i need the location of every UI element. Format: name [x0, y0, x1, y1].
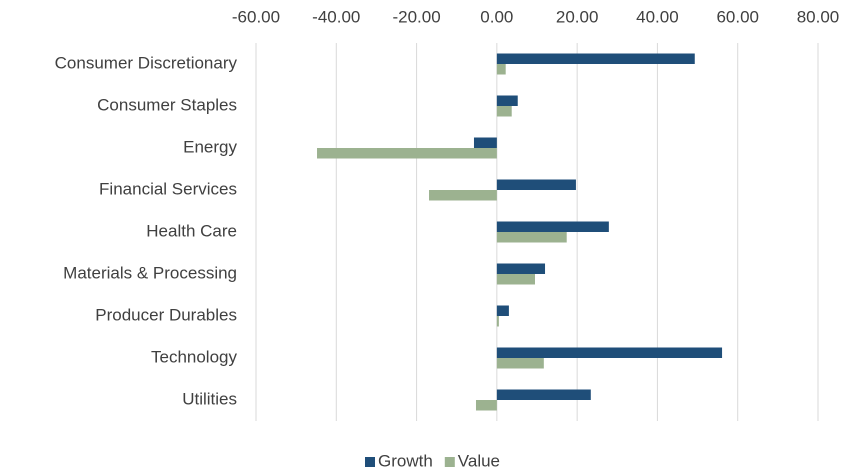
bar — [496, 95, 518, 106]
x-tick-label: -40.00 — [312, 7, 360, 26]
x-tick-label: 60.00 — [716, 7, 759, 26]
x-tick-label: 80.00 — [797, 7, 840, 26]
bar — [496, 263, 546, 274]
y-tick-label: Materials & Processing — [63, 263, 237, 282]
bar — [496, 274, 535, 285]
y-tick-label: Technology — [151, 347, 238, 366]
x-tick-label: 40.00 — [636, 7, 679, 26]
y-tick-label: Producer Durables — [95, 305, 237, 324]
bar — [496, 305, 509, 316]
bar — [496, 64, 506, 75]
legend-label: Growth — [378, 451, 433, 470]
bar — [496, 179, 576, 190]
bar — [496, 316, 499, 327]
bar — [496, 232, 567, 243]
x-tick-label: -60.00 — [232, 7, 280, 26]
bar — [475, 400, 497, 411]
bar — [496, 106, 512, 117]
y-tick-label: Consumer Staples — [97, 95, 237, 114]
y-tick-label: Consumer Discretionary — [55, 53, 238, 72]
legend-swatch — [444, 457, 455, 467]
bar — [496, 53, 695, 64]
legend-label: Value — [458, 451, 500, 470]
bar — [496, 389, 591, 400]
bar — [429, 190, 497, 201]
bar — [496, 347, 723, 358]
y-tick-label: Financial Services — [99, 179, 237, 198]
x-tick-label: 20.00 — [556, 7, 599, 26]
bar — [496, 221, 609, 232]
bar — [496, 358, 544, 369]
bar — [473, 137, 497, 148]
y-tick-label: Utilities — [182, 389, 237, 408]
legend-swatch — [365, 457, 375, 467]
bar — [317, 148, 497, 159]
y-tick-label: Energy — [183, 137, 237, 156]
x-tick-label: 0.00 — [480, 7, 513, 26]
x-tick-label: -20.00 — [392, 7, 440, 26]
y-tick-label: Health Care — [146, 221, 237, 240]
